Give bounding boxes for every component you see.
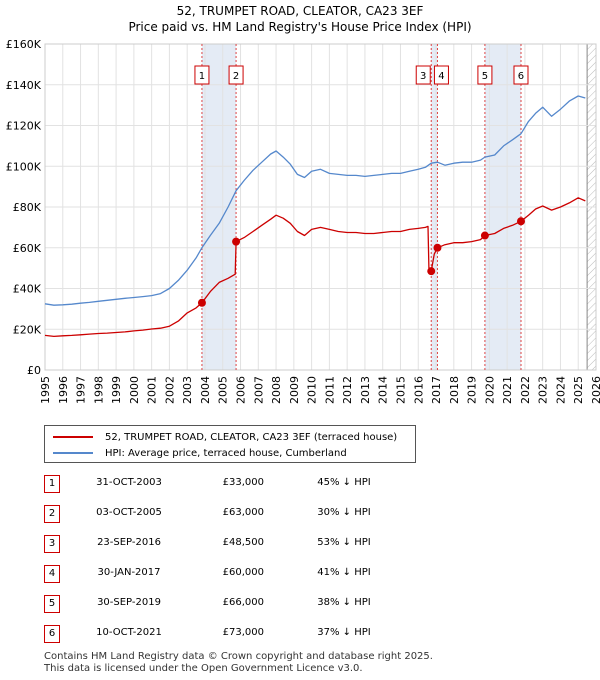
sale-number-label: 3 (420, 71, 426, 82)
sale-point (197, 298, 206, 307)
x-tick-label: 2004 (199, 376, 212, 404)
transaction-price: £33,000 (222, 477, 264, 488)
x-tick-label: 2010 (306, 376, 319, 404)
y-tick-label: £80K (13, 201, 42, 214)
transaction-number: 1 (44, 475, 60, 493)
legend-item-property: 52, TRUMPET ROAD, CLEATOR, CA23 3EF (ter… (53, 429, 397, 445)
x-tick-label: 1995 (39, 376, 52, 404)
x-tick-label: 1999 (110, 376, 123, 404)
sale-number-box (433, 65, 449, 85)
legend-swatch-hpi (53, 452, 93, 454)
sale-number-box (194, 65, 210, 85)
transaction-hpi-diff: 45% ↓ HPI (317, 477, 371, 488)
property-price-line (44, 197, 586, 338)
legend-item-hpi: HPI: Average price, terraced house, Cumb… (53, 445, 347, 461)
x-tick-label: 2007 (252, 376, 265, 404)
transaction-date: 23-SEP-2016 (97, 537, 161, 548)
legend-label-property: 52, TRUMPET ROAD, CLEATOR, CA23 3EF (ter… (105, 431, 398, 443)
legend-swatch-property (53, 436, 93, 438)
x-tick-label: 2015 (394, 376, 407, 404)
y-tick-label: £140K (6, 79, 42, 92)
transaction-hpi-diff: 30% ↓ HPI (317, 507, 371, 518)
x-tick-label: 1996 (57, 376, 70, 404)
sale-number-label: 4 (438, 71, 444, 82)
sale-point (516, 217, 525, 226)
x-tick-label: 2001 (146, 376, 159, 404)
y-tick-label: £0 (27, 364, 41, 377)
transaction-hpi-diff: 37% ↓ HPI (317, 627, 371, 638)
sale-point (480, 231, 489, 240)
legend-label-hpi: HPI: Average price, terraced house, Cumb… (105, 447, 347, 459)
sale-number-label: 5 (482, 71, 488, 82)
sale-number-label: 6 (518, 71, 524, 82)
sale-point (232, 237, 241, 246)
x-tick-label: 1998 (92, 376, 105, 404)
sale-number-label: 2 (233, 71, 239, 82)
sale-number-box (228, 65, 244, 85)
x-tick-label: 2011 (323, 376, 336, 404)
x-tick-label: 2006 (235, 376, 248, 404)
x-tick-label: 2009 (288, 376, 301, 404)
x-tick-label: 2024 (554, 376, 567, 404)
x-tick-label: 2014 (377, 376, 390, 404)
transaction-hpi-diff: 38% ↓ HPI (317, 597, 371, 608)
x-tick-label: 2012 (341, 376, 354, 404)
x-tick-label: 2020 (483, 376, 496, 404)
transaction-number: 2 (44, 505, 60, 523)
sale-number-box (415, 65, 431, 85)
x-tick-label: 2026 (590, 376, 600, 404)
footer-licence: This data is licensed under the Open Gov… (44, 663, 363, 674)
transaction-price: £73,000 (222, 627, 264, 638)
sale-number-box (477, 65, 493, 85)
x-tick-label: 2002 (163, 376, 176, 404)
transaction-number: 3 (44, 535, 60, 553)
transaction-date: 30-SEP-2019 (97, 597, 161, 608)
legend: 52, TRUMPET ROAD, CLEATOR, CA23 3EF (ter… (44, 425, 416, 463)
chart-subtitle: Price paid vs. HM Land Registry's House … (128, 20, 472, 34)
x-tick-label: 2017 (430, 376, 443, 404)
sale-point (427, 267, 436, 276)
hpi-line (44, 95, 586, 306)
x-tick-label: 2019 (466, 376, 479, 404)
price-chart: £0 £20K £40K £60K £80K £100K £120K £140K £160K 19… (6, 38, 600, 404)
transaction-price: £66,000 (222, 597, 264, 608)
transaction-price: £48,500 (222, 537, 264, 548)
x-tick-label: 1997 (75, 376, 88, 404)
transaction-hpi-diff: 41% ↓ HPI (317, 567, 371, 578)
x-tick-label: 2000 (128, 376, 141, 404)
transaction-date: 10-OCT-2021 (96, 627, 162, 638)
transaction-price: £60,000 (222, 567, 264, 578)
x-tick-label: 2023 (537, 376, 550, 404)
x-tick-label: 2025 (572, 376, 585, 404)
transaction-date: 30-JAN-2017 (97, 567, 161, 578)
sale-point (433, 243, 442, 252)
transaction-number: 5 (44, 595, 60, 613)
x-tick-label: 2022 (519, 376, 532, 404)
sale-number-label: 1 (199, 71, 205, 82)
y-tick-label: £40K (13, 283, 42, 296)
chart-title: 52, TRUMPET ROAD, CLEATOR, CA23 3EF (176, 4, 424, 18)
transaction-hpi-diff: 53% ↓ HPI (317, 537, 371, 548)
transaction-date: 03-OCT-2005 (96, 507, 162, 518)
y-tick-label: £60K (13, 242, 42, 255)
transaction-price: £63,000 (222, 507, 264, 518)
footer-copyright: Contains HM Land Registry data © Crown c… (44, 651, 433, 662)
x-tick-label: 2005 (217, 376, 230, 404)
y-tick-label: £100K (6, 160, 42, 173)
transaction-date: 31-OCT-2003 (96, 477, 162, 488)
footer: Contains HM Land Registry data © Crown c… (44, 651, 433, 675)
plot-border (44, 43, 597, 371)
x-tick-label: 2003 (181, 376, 194, 404)
x-tick-label: 2018 (448, 376, 461, 404)
x-tick-label: 2008 (270, 376, 283, 404)
x-tick-label: 2013 (359, 376, 372, 404)
sale-number-box (513, 65, 529, 85)
y-tick-label: £160K (6, 38, 42, 51)
x-tick-label: 2021 (501, 376, 514, 404)
x-tick-label: 2016 (412, 376, 425, 404)
transaction-number: 6 (44, 625, 60, 643)
transaction-number: 4 (44, 565, 60, 583)
y-tick-label: £120K (6, 120, 42, 133)
y-tick-label: £20K (13, 323, 42, 336)
